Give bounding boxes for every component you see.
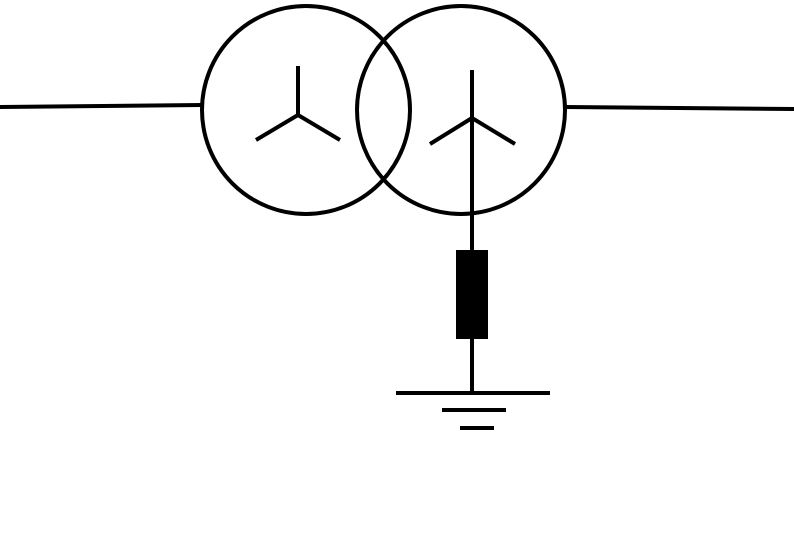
left-line	[0, 103, 203, 109]
right-line	[564, 105, 794, 111]
primary-wye-icon	[254, 66, 342, 142]
secondary-winding	[355, 4, 567, 216]
secondary-wye-icon	[428, 70, 517, 250]
neutral-resistor	[456, 250, 488, 339]
ground-icon	[396, 391, 550, 430]
primary-winding	[200, 4, 412, 216]
